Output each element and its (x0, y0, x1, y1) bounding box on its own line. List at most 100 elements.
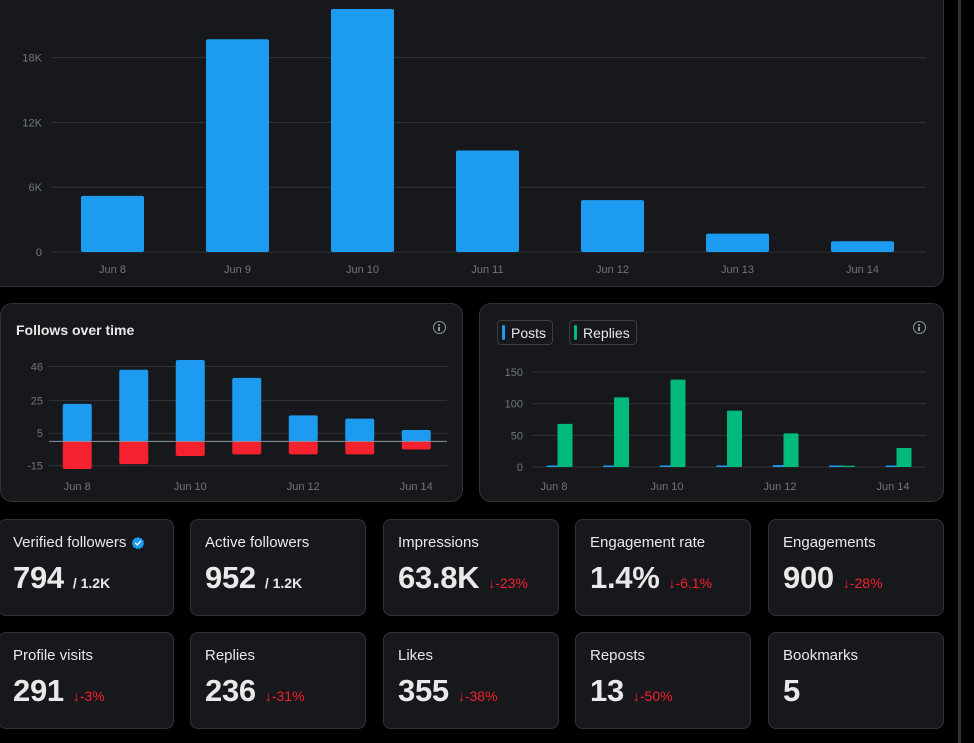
stat-value: 236 (205, 673, 256, 708)
stat-row: 794 / 1.2K (13, 560, 173, 596)
legend-replies-label: Replies (583, 324, 630, 341)
follows-bar (232, 377, 262, 442)
stat-value: 13 (590, 673, 624, 708)
y-tick-label: -15 (27, 461, 43, 473)
stat-value: 1.4% (590, 560, 660, 595)
x-tick-label: Jun 14 (876, 481, 909, 493)
follows-bar (288, 415, 318, 442)
y-tick-label: 50 (511, 430, 523, 442)
stat-change: ↓-28% (842, 575, 883, 591)
stat-label: Verified followers (13, 534, 127, 551)
stat-row: 236 ↓-31% (205, 673, 365, 709)
info-icon[interactable] (913, 321, 926, 334)
x-tick-label: Jun 9 (224, 264, 251, 276)
verified-badge-icon (132, 536, 145, 549)
stat-value: 63.8K (398, 560, 480, 595)
y-tick-label: 5 (37, 428, 43, 440)
x-tick-label: Jun 12 (763, 481, 796, 493)
unfollows-bar (232, 441, 262, 455)
x-tick-label: Jun 14 (846, 264, 879, 276)
stat-label: Impressions (398, 534, 479, 551)
stat-value: 5 (783, 673, 800, 708)
stat-active-followers[interactable]: Active followers 952 / 1.2K (190, 519, 366, 616)
x-tick-label: Jun 8 (541, 481, 568, 493)
x-tick-label: Jun 13 (721, 264, 754, 276)
stat-row: 1.4% ↓-6.1% (590, 560, 750, 596)
stat-row: 900 ↓-28% (783, 560, 943, 596)
page-scrollbar[interactable] (958, 0, 961, 743)
unfollows-bar (288, 441, 318, 455)
stat-row: 5 (783, 673, 943, 709)
legend-replies-toggle[interactable]: Replies (569, 320, 637, 345)
unfollows-bar (345, 441, 375, 455)
x-tick-label: Jun 10 (346, 264, 379, 276)
stat-impressions[interactable]: Impressions 63.8K ↓-23% (383, 519, 559, 616)
stat-value: 952 (205, 560, 256, 595)
stat-reposts[interactable]: Reposts 13 ↓-50% (575, 632, 751, 729)
y-tick-label: 46 (31, 362, 43, 374)
info-icon[interactable] (433, 321, 446, 334)
follows-bar (345, 418, 375, 442)
bar (831, 241, 894, 252)
stat-profile-visits[interactable]: Profile visits 291 ↓-3% (0, 632, 174, 729)
stat-change: ↓-23% (488, 575, 528, 591)
follows-chart-card: Follows over time -15 5 25 46 Jun 8 Jun 10 Jun… (0, 303, 463, 502)
follows-bar (119, 369, 149, 442)
stat-row: 13 ↓-50% (590, 673, 750, 709)
stat-value: 900 (783, 560, 834, 595)
stat-replies[interactable]: Replies 236 ↓-31% (190, 632, 366, 729)
y-tick-label: 0 (517, 462, 523, 474)
posts-replies-chart-card: Posts Replies 0 50 100 150 Jun 8 Jun 10 Jun 12… (479, 303, 944, 502)
stat-change: ↓-6.1% (668, 575, 713, 591)
replies-swatch (574, 325, 578, 340)
stat-row: 952 / 1.2K (205, 560, 365, 596)
stat-engagement-rate[interactable]: Engagement rate 1.4% ↓-6.1% (575, 519, 751, 616)
follows-bar (175, 360, 205, 442)
stat-change: ↓-31% (264, 688, 305, 704)
legend-posts-toggle[interactable]: Posts (497, 320, 554, 345)
stat-change: ↓-38% (457, 688, 498, 704)
follows-bar (62, 403, 92, 442)
replies-bar (557, 423, 573, 467)
x-tick-label: Jun 8 (64, 481, 91, 493)
stat-value: 291 (13, 673, 64, 708)
stat-label: Profile visits (13, 647, 94, 664)
impressions-chart: 0 6K 12K 18K Jun 8 Jun 9 Jun 10 Jun 11 Jun 12 Jun… (22, 9, 926, 276)
stat-engagements[interactable]: Engagements 900 ↓-28% (768, 519, 944, 616)
stat-label: Engagement rate (590, 534, 706, 551)
replies-bar (896, 448, 912, 467)
stat-label: Reposts (590, 647, 646, 664)
x-tick-label: Jun 10 (174, 481, 207, 493)
stat-label: Engagements (783, 534, 876, 551)
y-tick-label: 18K (22, 53, 42, 65)
stat-change: ↓-50% (632, 688, 673, 704)
replies-bar (670, 379, 686, 467)
stat-total: / 1.2K (72, 575, 111, 591)
stat-label: Likes (398, 647, 434, 664)
unfollows-bar (119, 441, 149, 465)
stat-value: 355 (398, 673, 449, 708)
bar (331, 9, 394, 252)
impressions-chart-card: 0 6K 12K 18K Jun 8 Jun 9 Jun 10 Jun 11 Jun 12 Jun… (0, 0, 944, 287)
unfollows-bar (401, 441, 431, 450)
x-tick-label: Jun 12 (596, 264, 629, 276)
follows-chart: -15 5 25 46 Jun 8 Jun 10 Jun 12 Jun 14 (27, 360, 447, 493)
x-tick-label: Jun 14 (400, 481, 433, 493)
stat-likes[interactable]: Likes 355 ↓-38% (383, 632, 559, 729)
replies-bar (840, 465, 855, 467)
replies-bar (727, 410, 742, 467)
stat-change: ↓-3% (72, 688, 105, 704)
unfollows-bar (62, 441, 92, 469)
x-tick-label: Jun 10 (650, 481, 683, 493)
follows-chart-title: Follows over time (16, 322, 135, 338)
unfollows-bar (175, 441, 205, 456)
stat-row: 63.8K ↓-23% (398, 560, 558, 596)
stat-verified-followers[interactable]: Verified followers 794 / 1.2K (0, 519, 174, 616)
stat-bookmarks[interactable]: Bookmarks 5 (768, 632, 944, 729)
stat-label: Bookmarks (783, 647, 859, 664)
bar (206, 39, 269, 252)
posts-swatch (502, 325, 505, 340)
stat-label: Active followers (205, 534, 310, 551)
x-tick-label: Jun 11 (471, 264, 503, 276)
legend-posts-label: Posts (511, 324, 547, 341)
